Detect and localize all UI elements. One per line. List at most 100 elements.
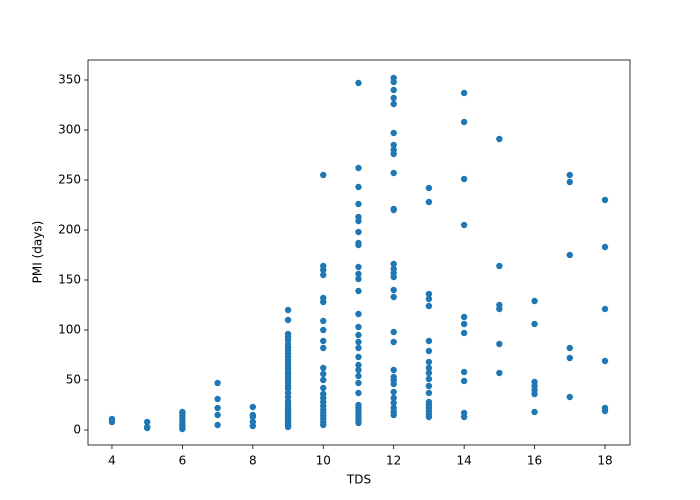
point <box>601 305 609 313</box>
point <box>601 357 609 365</box>
point <box>355 200 362 208</box>
y-tick-label: 100 <box>58 323 81 337</box>
point <box>601 404 609 412</box>
point <box>320 262 327 270</box>
point <box>179 408 186 416</box>
point <box>566 393 573 401</box>
point <box>249 418 257 426</box>
x-tick-label: 18 <box>597 454 612 468</box>
point <box>425 184 433 192</box>
point <box>143 418 151 426</box>
point <box>425 290 433 298</box>
point <box>566 344 573 352</box>
y-axis-label: PMI (days) <box>31 221 45 284</box>
point <box>425 369 433 377</box>
point <box>496 340 503 348</box>
point <box>355 379 362 387</box>
point <box>390 265 397 273</box>
point <box>390 388 397 396</box>
point <box>249 403 257 411</box>
point <box>531 408 538 416</box>
point <box>460 221 468 229</box>
point <box>320 171 327 179</box>
point <box>390 338 397 346</box>
point <box>355 353 362 361</box>
x-tick-label: 6 <box>179 454 187 468</box>
point <box>355 239 362 247</box>
point <box>390 366 397 374</box>
point <box>496 301 503 309</box>
point <box>566 354 573 362</box>
point <box>531 320 538 328</box>
point <box>284 316 292 324</box>
point <box>601 243 609 251</box>
point <box>320 271 327 279</box>
point <box>214 395 221 403</box>
point <box>425 375 433 383</box>
point <box>390 74 397 82</box>
point <box>390 129 397 137</box>
point <box>355 310 362 318</box>
y-tick-label: 300 <box>58 123 81 137</box>
point <box>214 379 221 387</box>
point <box>320 390 327 398</box>
point <box>460 175 468 183</box>
point <box>390 169 397 177</box>
x-tick-label: 16 <box>527 454 542 468</box>
point <box>355 338 362 346</box>
point <box>320 337 327 345</box>
x-tick-label: 8 <box>249 454 257 468</box>
point <box>355 401 362 409</box>
point <box>320 326 327 334</box>
point <box>460 377 468 385</box>
point <box>355 372 362 380</box>
point <box>425 389 433 397</box>
point <box>566 171 573 179</box>
point <box>496 135 503 143</box>
point <box>390 205 397 213</box>
point <box>355 183 362 191</box>
point <box>601 196 609 204</box>
point <box>425 337 433 345</box>
point <box>284 306 292 314</box>
point <box>320 376 327 384</box>
point <box>460 313 468 321</box>
y-tick-label: 250 <box>58 173 81 187</box>
point <box>284 330 292 338</box>
point <box>320 384 327 392</box>
y-tick-label: 50 <box>66 373 81 387</box>
y-tick-label: 150 <box>58 273 81 287</box>
point <box>460 329 468 337</box>
point <box>390 328 397 336</box>
x-axis-label: TDS <box>346 473 371 487</box>
point <box>320 370 327 378</box>
point <box>355 263 362 271</box>
point <box>390 260 397 268</box>
point <box>355 228 362 236</box>
point <box>355 275 362 283</box>
point <box>108 415 116 423</box>
point <box>460 118 468 126</box>
point <box>390 404 397 412</box>
point <box>425 382 433 390</box>
point <box>214 421 221 429</box>
point <box>355 213 362 221</box>
x-tick-label: 4 <box>108 454 116 468</box>
point <box>390 286 397 294</box>
point <box>355 389 362 397</box>
point <box>320 294 327 302</box>
point <box>320 317 327 325</box>
point <box>425 398 433 406</box>
plot-frame <box>87 59 631 446</box>
point <box>460 89 468 97</box>
point <box>460 409 468 417</box>
point <box>390 373 397 381</box>
point <box>390 146 397 154</box>
point <box>531 297 538 305</box>
point <box>214 404 221 412</box>
point <box>355 366 362 374</box>
point <box>460 320 468 328</box>
point <box>496 262 503 270</box>
point <box>355 323 362 331</box>
